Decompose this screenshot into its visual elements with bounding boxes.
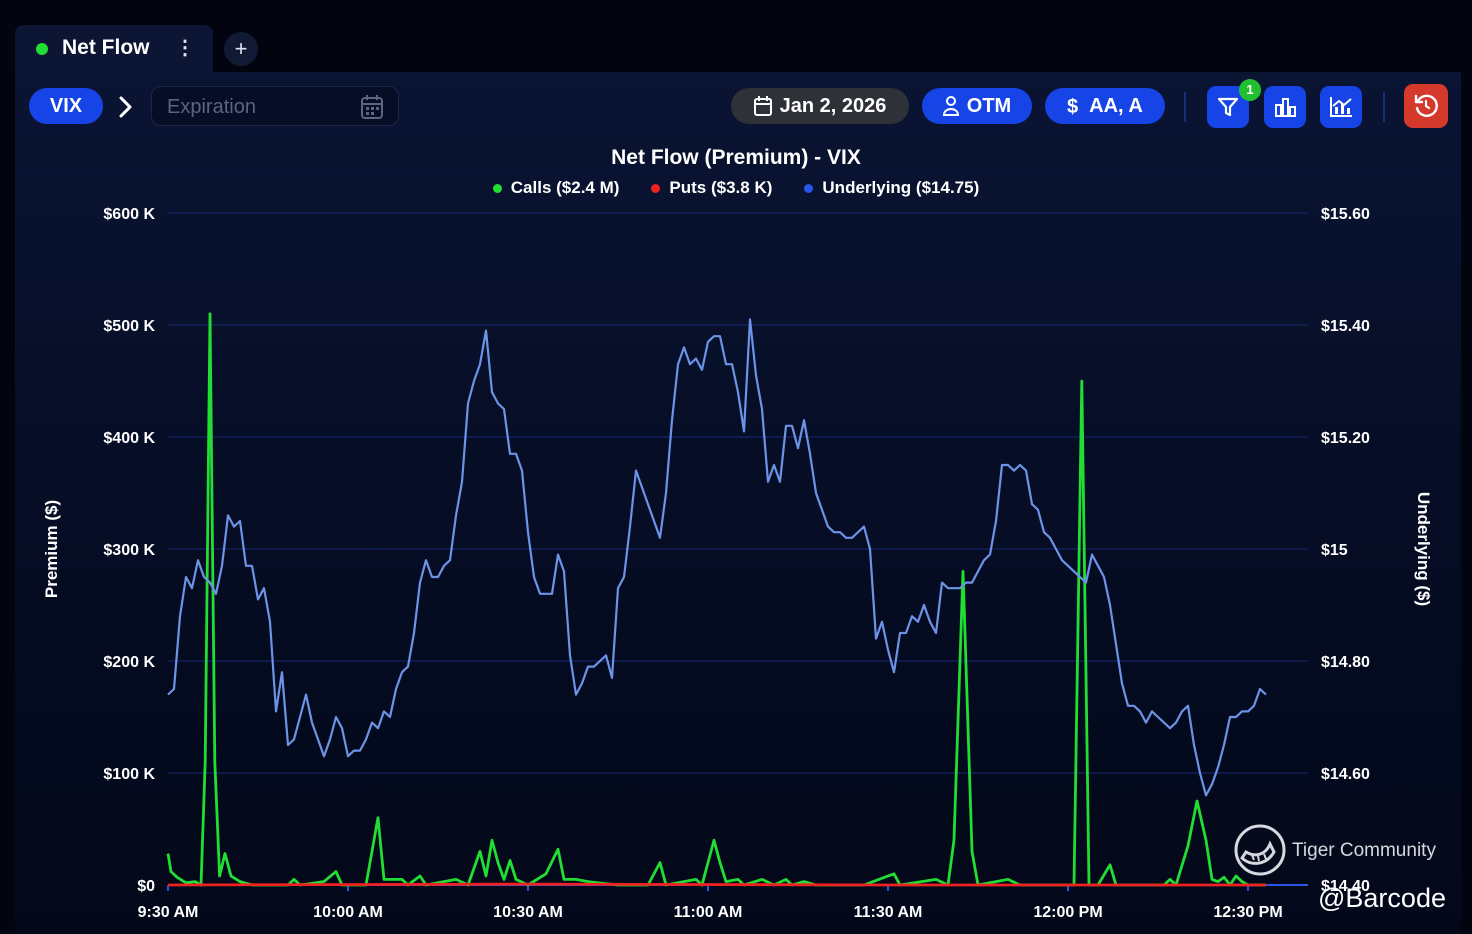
y2-tick-label: $15.40	[1321, 318, 1370, 335]
watermark-handle: @Barcode	[1318, 883, 1446, 913]
ticker-button[interactable]: VIX	[29, 88, 103, 124]
svg-text:$: $	[1067, 96, 1078, 117]
watermark-text: Tiger Community	[1292, 840, 1436, 861]
toolbar-divider	[1383, 92, 1385, 122]
y2-tick-label: $15	[1321, 542, 1348, 559]
y2-tick-label: $14.60	[1321, 766, 1370, 783]
x-tick-label: 12:30 PM	[1213, 904, 1282, 921]
y-tick-label: $500 K	[103, 318, 155, 335]
y-tick-label: $300 K	[103, 542, 155, 559]
y2-tick-label: $14.40	[1321, 878, 1370, 895]
line-chart-button[interactable]	[1320, 86, 1362, 128]
tiger-logo-icon	[1234, 824, 1286, 876]
dollar-icon: $	[1067, 96, 1078, 117]
status-dot	[36, 43, 48, 55]
calendar-icon	[753, 96, 772, 116]
y-axis-label: Premium ($)	[42, 500, 61, 598]
expiration-input[interactable]: Expiration	[151, 86, 399, 126]
tab-menu-icon[interactable]: ⋮	[175, 37, 195, 59]
y2-axis-label: Underlying ($)	[1414, 492, 1433, 606]
calendar-icon[interactable]	[360, 94, 384, 120]
chart-panel	[15, 72, 1461, 934]
date-label: Jan 2, 2026	[779, 94, 887, 117]
tab-net-flow[interactable]: Net Flow ⋮	[15, 25, 213, 72]
add-tab-button[interactable]: +	[224, 32, 258, 66]
y2-tick-label: $14.80	[1321, 654, 1370, 671]
person-icon	[942, 96, 959, 116]
legend-underlying[interactable]: Underlying ($14.75)	[804, 178, 979, 198]
x-tick-label: 11:00 AM	[674, 904, 743, 921]
x-tick-label: 12:00 PM	[1033, 904, 1102, 921]
moneyness-button[interactable]: OTM	[922, 88, 1032, 124]
series-puts-line	[167, 882, 1266, 887]
y2-tick-label: $15.60	[1321, 206, 1370, 223]
legend-puts-swatch	[651, 183, 661, 193]
moneyness-label: OTM	[966, 94, 1012, 117]
chart-legend: Calls ($2.4 M) Puts ($3.8 K) Underlying …	[0, 178, 1472, 198]
legend-underlying-swatch	[804, 183, 814, 193]
date-picker-button[interactable]: Jan 2, 2026	[731, 88, 909, 124]
legend-calls-label: Calls ($2.4 M)	[510, 178, 620, 197]
size-filter-label: AA, A	[1089, 94, 1143, 117]
y-tick-label: $600 K	[103, 206, 155, 223]
tab-label: Net Flow	[62, 36, 150, 59]
y-tick-label: $0	[137, 878, 155, 895]
tab-strip: Net Flow ⋮ +	[0, 0, 1472, 72]
line-chart-icon	[1330, 97, 1352, 117]
filter-icon	[1217, 97, 1239, 117]
series-underlying-line	[167, 318, 1267, 797]
toolbar-divider	[1184, 92, 1186, 122]
x-tick-label: 10:00 AM	[313, 904, 383, 921]
legend-puts-label: Puts ($3.8 K)	[669, 178, 773, 197]
legend-underlying-label: Underlying ($14.75)	[822, 178, 980, 197]
y2-tick-label: $15.20	[1321, 430, 1370, 447]
legend-calls-swatch	[492, 183, 502, 193]
x-tick-label: 11:30 AM	[854, 904, 923, 921]
legend-calls[interactable]: Calls ($2.4 M)	[492, 178, 620, 198]
ticker-label: VIX	[49, 94, 83, 117]
filter-count-badge: 1	[1239, 79, 1261, 101]
y-tick-label: $400 K	[103, 430, 155, 447]
y-tick-label: $200 K	[103, 654, 155, 671]
x-tick-label: 10:30 AM	[493, 904, 563, 921]
chevron-right-icon	[119, 96, 132, 118]
x-tick-label: 9:30 AM	[138, 904, 199, 921]
y-tick-label: $100 K	[103, 766, 155, 783]
bar-chart-icon	[1275, 98, 1296, 117]
chart-title: Net Flow (Premium) - VIX	[611, 146, 861, 169]
series-calls-line	[166, 312, 1266, 887]
expiration-placeholder: Expiration	[167, 96, 256, 118]
bar-chart-button[interactable]	[1264, 86, 1306, 128]
reset-icon	[1414, 94, 1438, 117]
legend-puts[interactable]: Puts ($3.8 K)	[651, 178, 772, 198]
reset-button[interactable]	[1404, 84, 1448, 128]
size-filter-button[interactable]: $ AA, A	[1045, 88, 1165, 124]
